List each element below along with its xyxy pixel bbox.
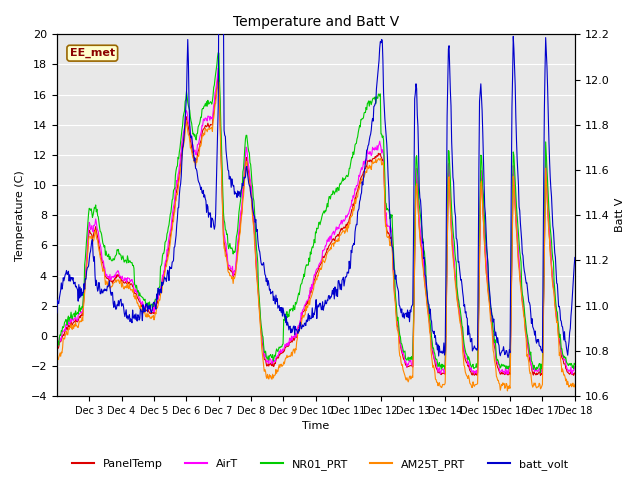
Title: Temperature and Batt V: Temperature and Batt V xyxy=(233,15,399,29)
X-axis label: Time: Time xyxy=(302,421,330,432)
Legend: PanelTemp, AirT, NR01_PRT, AM25T_PRT, batt_volt: PanelTemp, AirT, NR01_PRT, AM25T_PRT, ba… xyxy=(68,455,572,474)
Y-axis label: Temperature (C): Temperature (C) xyxy=(15,170,25,261)
Text: EE_met: EE_met xyxy=(70,48,115,58)
Y-axis label: Batt V: Batt V xyxy=(615,198,625,232)
